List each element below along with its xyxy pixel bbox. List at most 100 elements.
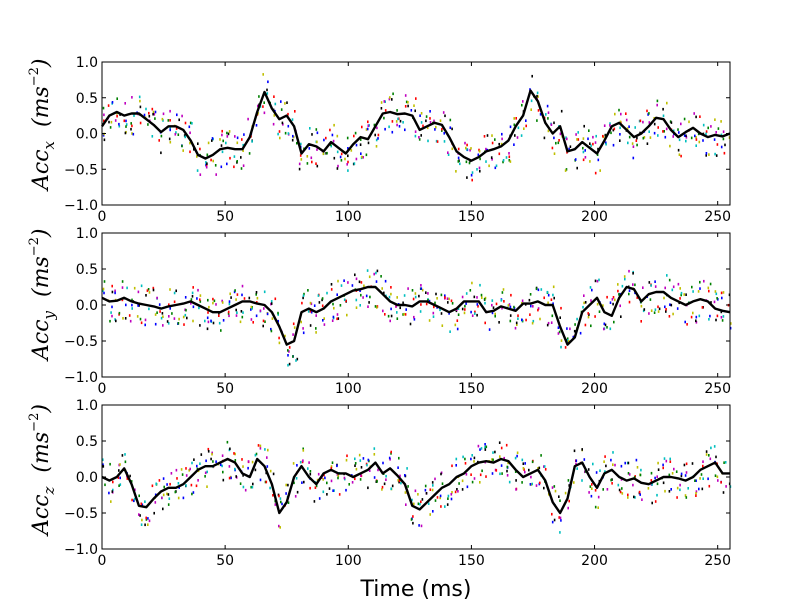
sample-point	[309, 470, 312, 473]
sample-point	[145, 294, 147, 297]
sample-point	[404, 491, 407, 494]
sample-point	[169, 109, 171, 113]
sample-point	[679, 297, 681, 300]
sample-point	[390, 307, 392, 311]
sample-point	[247, 460, 250, 463]
sample-point	[381, 287, 383, 290]
sample-point	[121, 286, 124, 289]
sample-point	[594, 279, 597, 283]
sample-point	[221, 301, 224, 304]
sample-point	[220, 144, 223, 147]
sample-point	[457, 490, 459, 493]
sample-point	[491, 458, 493, 461]
sample-point	[226, 440, 229, 444]
sample-point	[421, 288, 424, 292]
sample-point	[169, 288, 171, 291]
sample-point	[141, 518, 143, 522]
sample-point	[270, 329, 273, 333]
sample-point	[287, 132, 290, 135]
sample-point	[427, 139, 429, 143]
sample-point	[602, 304, 604, 307]
sample-point	[530, 108, 532, 111]
sample-point	[331, 319, 334, 322]
sample-point	[590, 324, 592, 328]
sample-point	[141, 503, 144, 507]
sample-point	[516, 136, 519, 139]
sample-point	[543, 465, 546, 468]
sample-point	[197, 288, 199, 292]
sample-point	[131, 498, 133, 502]
sample-point	[347, 160, 349, 164]
sample-point	[131, 96, 133, 99]
sample-point	[185, 467, 187, 470]
sample-point	[383, 482, 386, 486]
sample-point	[602, 134, 604, 138]
sample-point	[196, 169, 199, 172]
sample-point	[439, 119, 442, 122]
sample-point	[577, 138, 580, 141]
sample-point	[239, 320, 242, 324]
sample-point	[414, 292, 417, 295]
sample-point	[184, 308, 186, 312]
sample-point	[190, 302, 192, 305]
sample-point	[160, 316, 163, 320]
sample-point	[315, 314, 317, 317]
sample-point	[713, 445, 716, 448]
sample-point	[714, 290, 717, 293]
sample-point	[702, 460, 704, 463]
sample-point	[124, 131, 127, 135]
sample-point	[414, 489, 417, 493]
sample-point	[131, 303, 133, 307]
sample-point	[196, 297, 198, 300]
sample-point	[308, 461, 310, 464]
sample-point	[729, 326, 732, 330]
sample-point	[551, 314, 554, 318]
sample-point	[160, 134, 163, 138]
sample-point	[575, 459, 578, 462]
sample-point	[535, 484, 538, 487]
sample-point	[302, 327, 304, 330]
sample-point	[648, 281, 651, 284]
sample-point	[676, 496, 678, 499]
sample-point	[124, 102, 126, 105]
sample-point	[189, 131, 191, 135]
sample-point	[295, 359, 297, 362]
sample-point	[366, 463, 368, 467]
sample-point	[206, 470, 208, 474]
sample-point	[144, 523, 146, 527]
sample-point	[200, 453, 203, 456]
sample-point	[627, 141, 629, 145]
sample-point	[162, 315, 164, 318]
sample-point	[191, 122, 193, 125]
sample-point	[721, 319, 724, 322]
x-tick-label: 200	[581, 553, 608, 569]
sample-point	[509, 160, 512, 163]
sample-point	[166, 320, 169, 323]
sample-point	[291, 118, 294, 121]
sample-point	[714, 474, 717, 477]
sample-point	[432, 484, 434, 487]
sample-point	[670, 488, 672, 491]
sample-point	[390, 286, 392, 289]
sample-point	[685, 462, 688, 466]
sample-point	[425, 291, 427, 294]
sample-point	[491, 311, 494, 315]
sample-point	[509, 125, 512, 129]
sample-point	[111, 284, 113, 288]
sample-point	[151, 107, 154, 111]
sample-point	[214, 164, 217, 167]
sample-point	[440, 472, 442, 476]
sample-point	[573, 481, 575, 484]
sample-point	[154, 110, 157, 114]
sample-point	[139, 105, 142, 109]
sample-point	[494, 312, 496, 316]
sample-point	[292, 355, 294, 358]
sample-point	[514, 134, 516, 137]
sample-point	[345, 488, 347, 492]
sample-point	[285, 483, 287, 487]
sample-point	[695, 315, 698, 319]
sample-point	[182, 496, 185, 500]
sample-point	[221, 299, 223, 303]
sample-point	[222, 139, 224, 143]
sample-point	[191, 295, 194, 298]
